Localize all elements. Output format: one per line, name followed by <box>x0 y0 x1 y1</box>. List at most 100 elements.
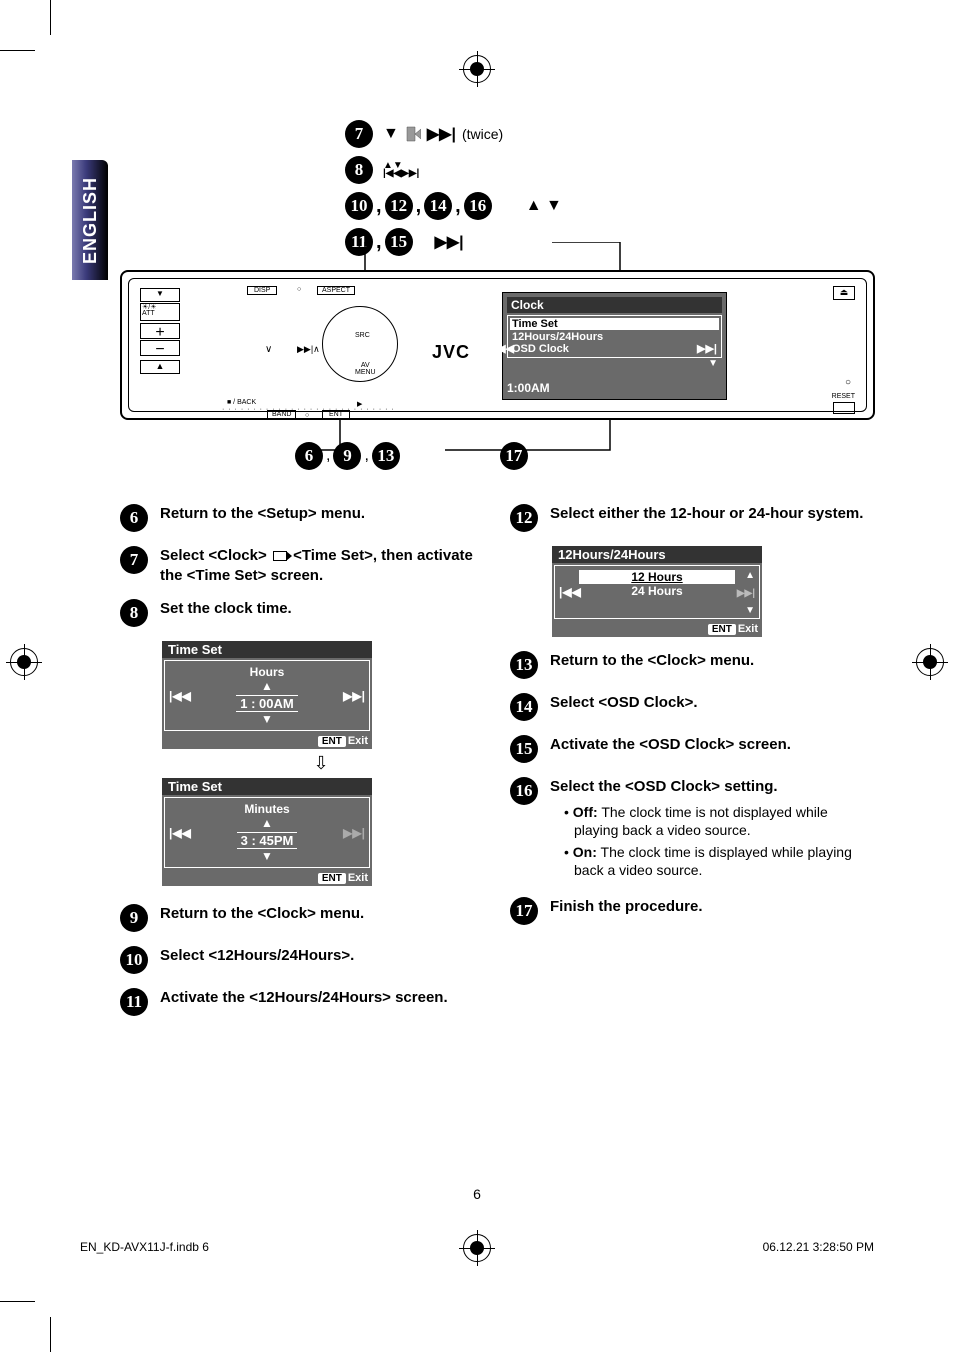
step-bullet-17: 17 <box>510 897 538 925</box>
step-text-11: Activate the <12Hours/24Hours> screen. <box>160 988 448 1016</box>
step-bullet-7: 7 <box>120 546 148 574</box>
src-label: SRC <box>355 332 370 339</box>
reg-mark-bottom <box>463 1234 491 1262</box>
device-diagram: ▼ ☀/☀ATT + − ▲ DISP ○ ASPECT ■ / BACK · … <box>120 270 880 420</box>
lcd-hours: Time Set Hours 1 : 00AM |◀◀ ▶▶| ENTExit <box>162 641 372 749</box>
step-bullet-13: 13 <box>510 651 538 679</box>
lcd-1224-title: 12Hours/24Hours <box>552 546 762 563</box>
next-icon: ▶▶| <box>343 689 365 703</box>
lcd-minutes-title: Time Set <box>162 778 372 795</box>
step-text-9: Return to the <Clock> menu. <box>160 904 364 932</box>
exit-label: Exit <box>738 623 758 635</box>
keymap-glyphs-7: ▼ ▶▶| (twice) <box>383 124 503 144</box>
screen-menu: Time Set 12Hours/24Hours OSD Clock ▲ ▶▶|… <box>507 315 722 358</box>
page-number: 6 <box>473 1186 481 1202</box>
step-text-8: Set the clock time. <box>160 599 292 627</box>
keymap-bullet-7: 7 <box>345 120 373 148</box>
screen-title: Clock <box>507 297 722 313</box>
ent-badge: ENT <box>708 624 736 635</box>
keymap-bullet-10: 10 <box>345 192 373 220</box>
ent-badge: ENT <box>318 873 346 884</box>
step-bullet-16: 16 <box>510 777 538 805</box>
step-bullet-11: 11 <box>120 988 148 1016</box>
disp-label: DISP <box>247 286 277 295</box>
step-bullet-15: 15 <box>510 735 538 763</box>
step-bullet-8: 8 <box>120 599 148 627</box>
step-text-6: Return to the <Setup> menu. <box>160 504 365 532</box>
next-icon: ▶▶| <box>343 826 365 840</box>
steps-right-col: 12 Select either the 12-hour or 24-hour … <box>510 504 870 1030</box>
aspect-label: ASPECT <box>317 286 355 295</box>
steps-left-col: 6 Return to the <Setup> menu. 7 Select <… <box>120 504 480 1030</box>
device-screen: Clock Time Set 12Hours/24Hours OSD Clock… <box>502 292 727 400</box>
lcd-hours-sub: Hours <box>169 665 365 679</box>
step-text-12: Select either the 12-hour or 24-hour sys… <box>550 504 863 532</box>
step-text-16: Select the <OSD Clock> setting. Off: The… <box>550 777 870 883</box>
step-text-10: Select <12Hours/24Hours>. <box>160 946 354 974</box>
footer-left: EN_KD-AVX11J-f.indb 6 <box>80 1240 209 1254</box>
lcd-hours-title: Time Set <box>162 641 372 658</box>
up-icon: ▲ <box>706 318 717 330</box>
step-text-14: Select <OSD Clock>. <box>550 693 698 721</box>
lcd-minutes-value: 3 : 45PM <box>237 832 298 849</box>
band-label: BAND <box>267 410 296 419</box>
keymap-glyphs-8: ▲▼ |◀◀▶▶| <box>383 162 419 178</box>
back-label: ■ / BACK <box>227 399 256 406</box>
next-icon: ▶▶| <box>737 588 755 599</box>
step16-sub-off: Off: The clock time is not displayed whi… <box>564 803 870 839</box>
step-bullet-14: 14 <box>510 693 538 721</box>
next-track-icon: ▶▶| <box>427 124 456 144</box>
prev-icon: |◀◀ <box>559 585 581 599</box>
prev-icon: |◀◀ <box>169 826 191 840</box>
down-icon: ▼ <box>745 605 755 616</box>
down-icon <box>169 712 365 726</box>
reg-mark-left <box>10 648 38 676</box>
reset-label: RESET <box>832 393 855 400</box>
step-bullet-10: 10 <box>120 946 148 974</box>
footer-right: 06.12.21 3:28:50 PM <box>763 1240 874 1254</box>
keymap-bullet-12: 12 <box>385 192 413 220</box>
keymap: 7 ▼ ▶▶| (twice) 8 ▲▼ |◀◀▶▶| 10, 12, 14, <box>345 120 745 256</box>
right-arrow-icon <box>273 551 287 561</box>
page-content: 7 ▼ ▶▶| (twice) 8 ▲▼ |◀◀▶▶| 10, 12, 14, <box>120 120 880 1030</box>
under-bullet-17: 17 <box>500 442 528 470</box>
lcd-1224-sel: 12 Hours <box>579 570 736 584</box>
lcd-1224: 12Hours/24Hours 12 Hours 24 Hours |◀◀ ▲ … <box>552 546 762 637</box>
up-down-icon: ▲ ▼ <box>526 197 562 215</box>
step-text-7: Select <Clock> <Time Set>, then activate… <box>160 546 480 585</box>
att-label: ☀/☀ATT <box>140 303 180 321</box>
step-bullet-12: 12 <box>510 504 538 532</box>
down-icon: ▼ <box>383 125 399 143</box>
under-bullet-6: 6 <box>295 442 323 470</box>
step-text-13: Return to the <Clock> menu. <box>550 651 754 679</box>
prev-next-icon: |◀◀▶▶| <box>383 170 419 178</box>
reg-mark-right <box>916 648 944 676</box>
under-bullet-9: 9 <box>333 442 361 470</box>
step-text-17: Finish the procedure. <box>550 897 703 925</box>
exit-label: Exit <box>348 872 368 884</box>
brand-label: JVC <box>432 342 470 363</box>
up-icon <box>169 816 365 830</box>
step-bullet-6: 6 <box>120 504 148 532</box>
language-tab: ENGLISH <box>72 160 108 280</box>
ent-badge: ENT <box>318 736 346 747</box>
lcd-minutes: Time Set Minutes 3 : 45PM |◀◀ ▶▶| ENTExi… <box>162 778 372 886</box>
exit-label: Exit <box>348 735 368 747</box>
step16-sub-on: On: The clock time is displayed while pl… <box>564 843 870 879</box>
down-icon <box>169 849 365 863</box>
lcd-1224-item: 24 Hours <box>559 584 755 598</box>
step-text-15: Activate the <OSD Clock> screen. <box>550 735 791 763</box>
step-bullet-9: 9 <box>120 904 148 932</box>
down-arrow-icon: ⇩ <box>162 753 480 774</box>
under-bullet-13: 13 <box>372 442 400 470</box>
page-right-icon <box>405 125 421 143</box>
prev-icon: |◀◀ <box>169 689 191 703</box>
twice-label: (twice) <box>462 126 503 142</box>
up-icon: ▲ <box>745 570 755 581</box>
keymap-bullet-16: 16 <box>464 192 492 220</box>
keymap-bullet-8: 8 <box>345 156 373 184</box>
menu-item-1224: 12Hours/24Hours <box>510 331 719 343</box>
lcd-minutes-sub: Minutes <box>169 802 365 816</box>
ent-label: ENT <box>322 410 350 419</box>
up-icon <box>169 679 365 693</box>
